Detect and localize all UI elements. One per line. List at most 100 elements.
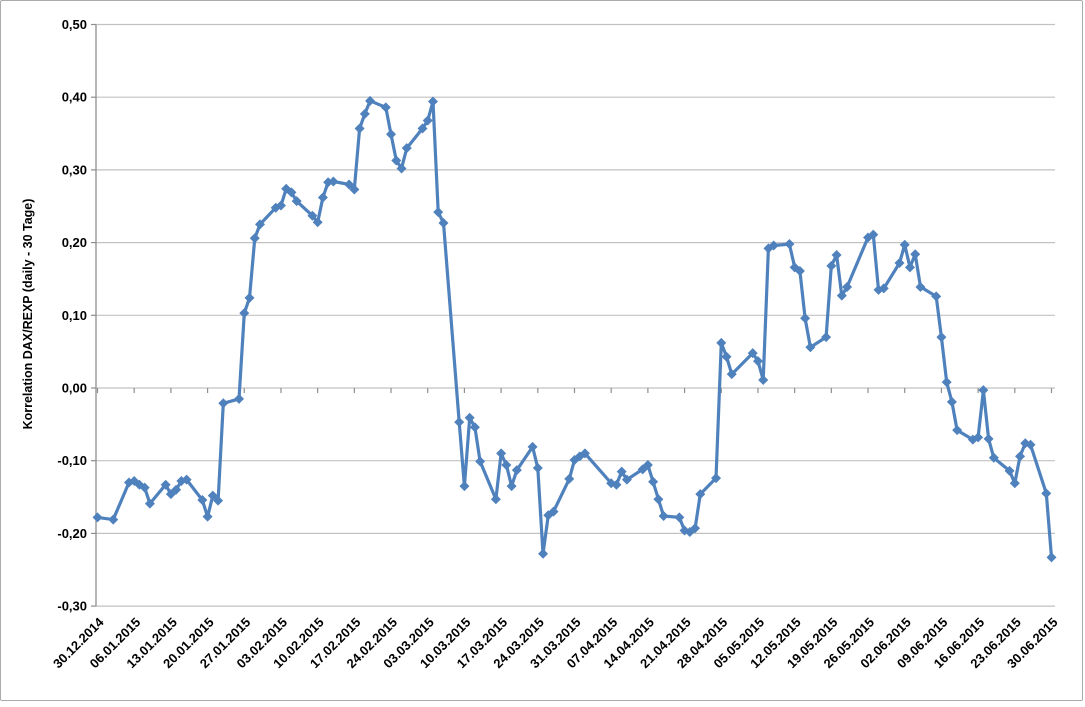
data-point-marker [711,473,722,484]
data-point-marker [380,102,391,113]
data-point-marker [234,393,245,404]
data-point-marker [459,481,470,492]
data-series-layer [92,95,1057,563]
data-point-marker [611,479,622,490]
data-point-marker [244,292,255,303]
data-point-marker [805,342,816,353]
data-point-marker [349,184,360,195]
data-point-marker [401,143,412,154]
data-point-marker [946,396,957,407]
data-point-marker [747,348,758,359]
data-point-marker [354,123,365,134]
data-point-marker [726,369,737,380]
y-tick-label: -0,20 [57,526,87,541]
data-point-marker [249,233,260,244]
data-point-marker [506,481,517,492]
gridlines-layer [96,23,1055,607]
y-tick-label: -0,10 [57,453,87,468]
data-point-marker [1015,451,1026,462]
data-point-marker [716,337,727,348]
y-tick-label: 0,30 [62,162,87,177]
data-point-marker [941,377,952,388]
data-point-marker [878,283,889,294]
data-point-marker [794,265,805,276]
data-point-marker [181,474,192,485]
data-point-marker [144,498,155,509]
data-point-marker [538,548,549,559]
data-point-marker [139,482,150,493]
data-point-marker [202,511,213,522]
data-point-marker [642,460,653,471]
data-point-marker [532,462,543,473]
data-point-marker [108,514,119,525]
series-line [95,99,1054,560]
data-point-marker [836,290,847,301]
data-point-marker [391,155,402,166]
data-point-marker [433,207,444,218]
data-point-marker [422,115,433,126]
y-tick-label: 0,10 [62,308,87,323]
data-point-marker [1046,552,1057,563]
data-point-marker [952,425,963,436]
data-point-marker [936,332,947,343]
y-tick-label: 0,20 [62,235,87,250]
data-point-marker [197,494,208,505]
data-point-marker [307,210,318,221]
data-point-marker [800,313,811,324]
data-point-marker [496,448,507,459]
data-point-marker [621,474,632,485]
y-tick-label: 0,50 [62,17,87,32]
data-point-marker [464,412,475,423]
data-point-marker [213,495,224,506]
data-point-marker [386,129,397,140]
data-point-marker [653,494,664,505]
data-point-marker [454,417,465,428]
data-point-marker [564,473,575,484]
data-point-marker [910,249,921,260]
data-point-marker [973,432,984,443]
data-point-marker [171,484,182,495]
data-point-marker [1009,478,1020,489]
data-point-marker [894,257,905,268]
data-point-marker [648,476,659,487]
data-point-marker [239,308,250,319]
data-point-marker [978,385,989,396]
data-point-marker [868,229,879,240]
data-point-marker [721,351,732,362]
data-point-marker [254,219,265,230]
data-point-marker [317,192,328,203]
data-point-marker [1041,488,1052,499]
data-point-marker [396,163,407,174]
data-point-marker [988,452,999,463]
data-point-marker [904,262,915,273]
data-point-marker [784,239,795,250]
data-point-marker [344,179,355,190]
y-axis-title: Korrelation DAX/REXP (daily - 30 Tage) [21,199,35,430]
data-point-marker [312,217,323,228]
data-point-marker [511,465,522,476]
data-point-marker [695,489,706,500]
axis-labels-layer: 0,500,400,300,200,100,00-0,10-0,20-0,303… [50,17,1061,671]
y-tick-label: 0,00 [62,381,87,396]
data-point-marker [490,494,501,505]
data-point-marker [674,512,685,523]
data-point-marker [501,460,512,471]
data-point-marker [768,240,779,251]
data-point-marker [527,441,538,452]
data-point-marker [218,398,229,409]
data-point-marker [548,506,559,517]
data-point-marker [690,523,701,534]
data-point-marker [931,291,942,302]
data-point-marker [359,108,370,119]
y-tick-label: 0,40 [62,90,87,105]
data-point-marker [821,332,832,343]
data-point-marker [899,239,910,250]
data-point-marker [658,510,669,521]
data-point-marker [365,95,376,106]
data-point-marker [438,217,449,228]
data-point-marker [475,456,486,467]
data-point-marker [286,187,297,198]
data-point-marker [826,260,837,271]
data-point-marker [915,281,926,292]
